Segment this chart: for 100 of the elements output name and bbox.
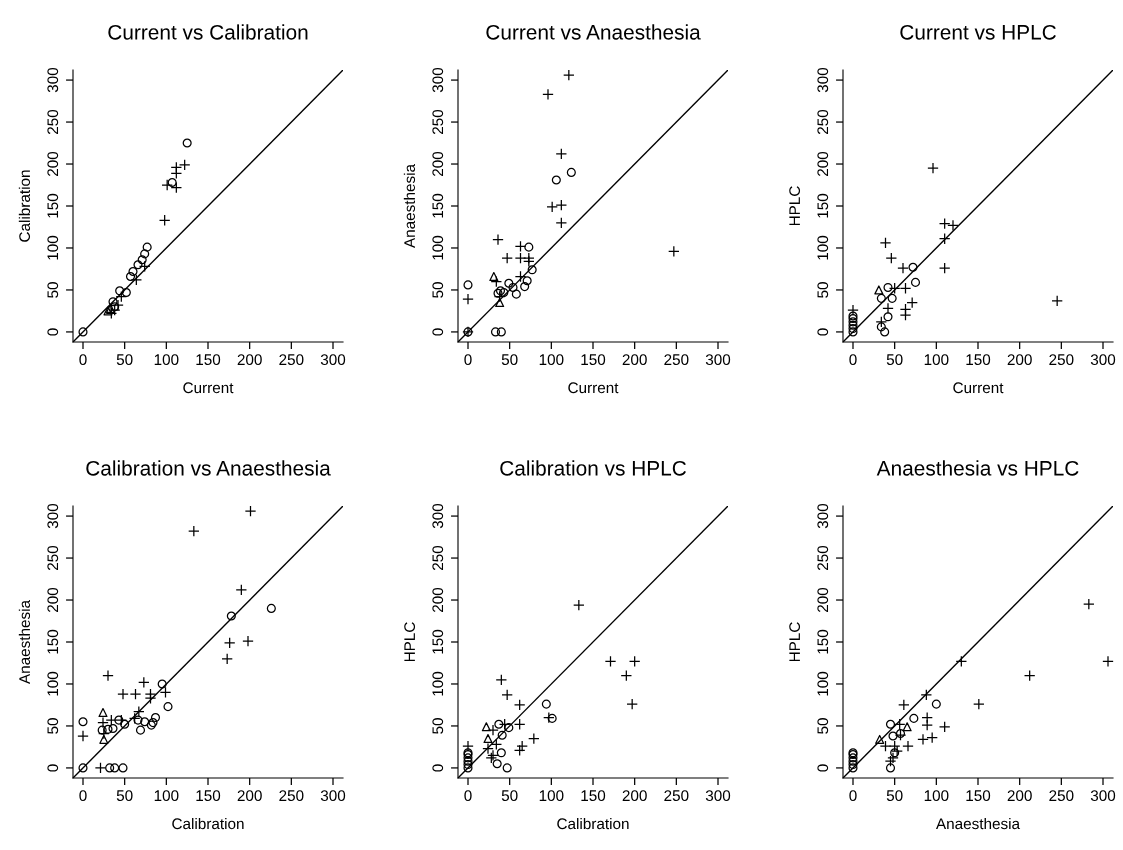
x-tick-label: 0 [464, 354, 472, 366]
y-tick-label: 300 [47, 503, 59, 529]
x-tick-label: 200 [1007, 790, 1032, 802]
x-axis-title: Current [953, 382, 1004, 394]
x-tick-label: 100 [539, 790, 564, 802]
x-axis-title: Calibration [557, 817, 629, 830]
y-tick-label: 150 [47, 193, 59, 218]
y-axis-title: Anaesthesia [18, 599, 31, 685]
y-tick-label: 50 [817, 282, 829, 298]
y-tick-label: 150 [432, 629, 444, 654]
x-tick-label: 200 [622, 790, 647, 802]
y-tick-label: 150 [817, 629, 829, 654]
x-tick-label: 300 [1090, 790, 1116, 802]
y-tick-label: 100 [817, 235, 829, 260]
y-tick-label: 0 [432, 328, 444, 336]
y-tick-label: 250 [817, 545, 829, 571]
y-tick-label: 0 [817, 328, 829, 336]
y-axis-title: Calibration [18, 170, 31, 242]
x-tick-label: 250 [1049, 790, 1074, 802]
y-tick-label: 250 [47, 545, 59, 571]
x-tick-label: 250 [279, 354, 304, 366]
x-tick-label: 200 [237, 354, 262, 366]
x-axis-title: Anaesthesia [935, 817, 1021, 830]
y-tick-label: 300 [432, 503, 444, 529]
x-tick-label: 0 [849, 790, 857, 802]
x-tick-label: 0 [464, 790, 472, 802]
x-tick-label: 250 [664, 354, 689, 366]
x-tick-label: 150 [966, 354, 991, 366]
y-tick-label: 200 [47, 151, 59, 176]
x-axis-title: Current [568, 382, 619, 394]
x-tick-label: 250 [664, 790, 689, 802]
y-tick-label: 0 [47, 764, 59, 772]
x-tick-label: 300 [320, 790, 346, 802]
y-tick-label: 300 [817, 503, 829, 529]
y-tick-label: 150 [47, 629, 59, 654]
y-tick-label: 100 [47, 235, 59, 260]
y-tick-label: 0 [432, 764, 444, 772]
chart-title: Calibration vs HPLC [500, 460, 686, 476]
x-tick-label: 200 [622, 354, 647, 366]
x-tick-label: 300 [1090, 354, 1116, 366]
x-tick-label: 50 [886, 354, 903, 366]
x-tick-label: 50 [501, 354, 518, 366]
x-tick-label: 100 [924, 790, 949, 802]
y-tick-label: 300 [432, 67, 444, 93]
x-tick-label: 300 [705, 354, 731, 366]
chart-title: Anaesthesia vs HPLC [876, 460, 1079, 476]
x-axis-title: Current [183, 382, 234, 394]
y-tick-label: 300 [817, 67, 829, 93]
x-tick-label: 150 [581, 354, 606, 366]
y-tick-label: 150 [817, 193, 829, 218]
y-axis-title: Anaesthesia [403, 163, 416, 249]
chart-title: Current vs HPLC [900, 24, 1056, 40]
y-tick-label: 250 [432, 545, 444, 571]
y-tick-label: 200 [47, 587, 59, 612]
y-tick-label: 100 [47, 671, 59, 696]
x-axis-title: Calibration [172, 817, 244, 830]
y-tick-label: 0 [817, 764, 829, 772]
chart-title: Current vs Calibration [108, 24, 308, 40]
y-tick-label: 50 [817, 718, 829, 734]
x-tick-label: 300 [705, 790, 731, 802]
x-tick-label: 150 [966, 790, 991, 802]
y-tick-label: 0 [47, 328, 59, 336]
x-tick-label: 100 [154, 354, 179, 366]
y-tick-label: 200 [432, 151, 444, 176]
x-tick-label: 200 [1007, 354, 1032, 366]
y-tick-label: 50 [47, 282, 59, 298]
x-tick-label: 100 [924, 354, 949, 366]
y-tick-label: 50 [432, 282, 444, 298]
x-tick-label: 100 [539, 354, 564, 366]
y-tick-label: 200 [817, 151, 829, 176]
y-tick-label: 250 [432, 109, 444, 135]
y-tick-label: 100 [432, 235, 444, 260]
x-tick-label: 150 [196, 354, 221, 366]
y-tick-label: 100 [817, 671, 829, 696]
y-tick-label: 150 [432, 193, 444, 218]
x-tick-label: 0 [849, 354, 857, 366]
x-tick-label: 50 [501, 790, 518, 802]
x-tick-label: 0 [79, 354, 87, 366]
y-tick-label: 200 [817, 587, 829, 612]
x-tick-label: 0 [79, 790, 87, 802]
x-tick-label: 150 [196, 790, 221, 802]
x-tick-label: 250 [1049, 354, 1074, 366]
x-tick-label: 250 [279, 790, 304, 802]
x-tick-label: 100 [154, 790, 179, 802]
y-tick-label: 50 [47, 718, 59, 734]
y-axis-title: HPLC [789, 186, 801, 226]
y-tick-label: 100 [432, 671, 444, 696]
y-tick-label: 50 [432, 718, 444, 734]
y-tick-label: 300 [47, 67, 59, 93]
x-tick-label: 50 [116, 354, 133, 366]
y-axis-title: HPLC [789, 622, 801, 662]
y-axis-title: HPLC [404, 622, 416, 662]
x-tick-label: 150 [581, 790, 606, 802]
x-tick-label: 300 [320, 354, 346, 366]
x-tick-label: 50 [886, 790, 903, 802]
x-tick-label: 200 [237, 790, 262, 802]
chart-title: Calibration vs Anaesthesia [86, 460, 331, 476]
y-tick-label: 200 [432, 587, 444, 612]
x-tick-label: 50 [116, 790, 133, 802]
chart-title: Current vs Anaesthesia [486, 24, 701, 40]
